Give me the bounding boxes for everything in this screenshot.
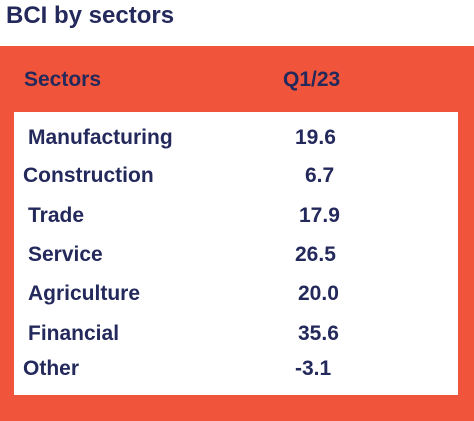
table-row: Service 26.5: [14, 243, 458, 269]
sector-value: 17.9: [299, 204, 340, 227]
table-row: Manufacturing 19.6: [14, 126, 458, 152]
sector-label: Agriculture: [28, 282, 141, 305]
sector-value: 20.0: [298, 282, 339, 305]
header-sectors: Sectors: [24, 68, 102, 91]
table-header: Sectors Q1/23: [0, 46, 474, 112]
sector-label: Financial: [28, 322, 120, 345]
sector-value: 26.5: [295, 243, 336, 266]
table-row: Construction 6.7: [14, 164, 458, 190]
table-body: Manufacturing 19.6 Construction 6.7 Trade 17.…: [14, 112, 458, 395]
sector-label: Other: [23, 357, 80, 380]
table-row: Agriculture 20.0: [14, 282, 458, 308]
table-row: Financial 35.6: [14, 322, 458, 348]
sector-value: -3.1: [295, 357, 332, 380]
sector-value: 6.7: [305, 164, 335, 187]
table-row: Other -3.1: [14, 357, 458, 383]
header-period: Q1/23: [283, 68, 341, 91]
sector-label: Construction: [23, 164, 154, 187]
sector-value: 19.6: [295, 126, 336, 149]
sector-label: Service: [28, 243, 103, 266]
table-panel: Sectors Q1/23 Manufacturing 19.6 Construct…: [0, 46, 474, 421]
sector-value: 35.6: [298, 322, 339, 345]
sector-label: Trade: [28, 204, 85, 227]
page-title: BCI by sectors: [6, 2, 175, 29]
sector-label: Manufacturing: [28, 126, 173, 149]
table-row: Trade 17.9: [14, 204, 458, 230]
